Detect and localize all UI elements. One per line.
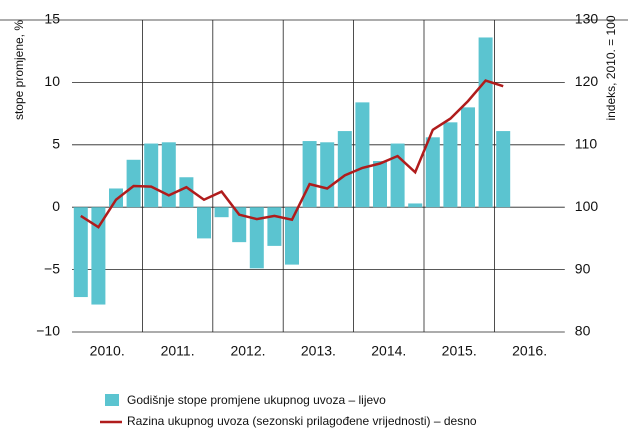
- x-tick-label: 2012.: [230, 343, 265, 359]
- y-tick-label: 15: [44, 11, 60, 27]
- bar: [373, 161, 387, 208]
- bar: [337, 131, 352, 208]
- bar: [408, 203, 423, 208]
- bar: [478, 37, 493, 208]
- bar: [302, 141, 317, 208]
- y2-tick-label: 100: [575, 198, 599, 214]
- y2-tick-label: 110: [575, 136, 598, 152]
- y2-tick-label: 80: [575, 323, 591, 339]
- x-tick-label: 2014.: [371, 343, 406, 359]
- legend-swatch: [105, 394, 119, 406]
- bar: [197, 207, 211, 239]
- x-tick-label: 2010.: [90, 343, 125, 359]
- legend-label: Godišnje stope promjene ukupnog uvoza – …: [127, 393, 386, 407]
- line: [80, 79, 504, 229]
- bar: [320, 142, 335, 208]
- bar: [285, 207, 299, 265]
- y2-tick-label: 120: [575, 73, 599, 89]
- y-tick-label: 0: [52, 198, 60, 214]
- bar: [355, 102, 370, 208]
- bar: [73, 207, 88, 298]
- y-axis-label: stope promjene, %: [12, 20, 26, 120]
- x-tick-label: 2015.: [442, 343, 477, 359]
- bar: [109, 188, 123, 208]
- y2-tick-label: 90: [575, 260, 591, 276]
- y2-tick-label: 130: [575, 11, 599, 27]
- bar: [232, 207, 247, 243]
- bar: [267, 207, 282, 246]
- x-tick-label: 2016.: [512, 343, 547, 359]
- x-tick-label: 2011.: [161, 343, 195, 359]
- x-tick-label: 2013.: [301, 343, 336, 359]
- bar: [461, 107, 475, 208]
- bar: [214, 207, 229, 218]
- bar: [126, 159, 141, 208]
- bar: [249, 207, 264, 269]
- bar: [161, 142, 176, 208]
- y-tick-label: 10: [44, 73, 60, 89]
- bar: [179, 177, 194, 208]
- bar: [443, 122, 458, 208]
- legend-label: Razina ukupnog uvoza (sezonski prilagođe…: [127, 414, 477, 428]
- y2-axis-label: indeks, 2010. = 100: [604, 15, 618, 120]
- bar: [425, 137, 440, 208]
- bar: [390, 143, 405, 208]
- y-tick-label: −5: [44, 260, 60, 276]
- bar: [91, 207, 106, 305]
- bar: [144, 143, 159, 208]
- y-tick-label: −10: [36, 323, 60, 339]
- bar: [496, 131, 511, 208]
- y-tick-label: 5: [52, 136, 60, 152]
